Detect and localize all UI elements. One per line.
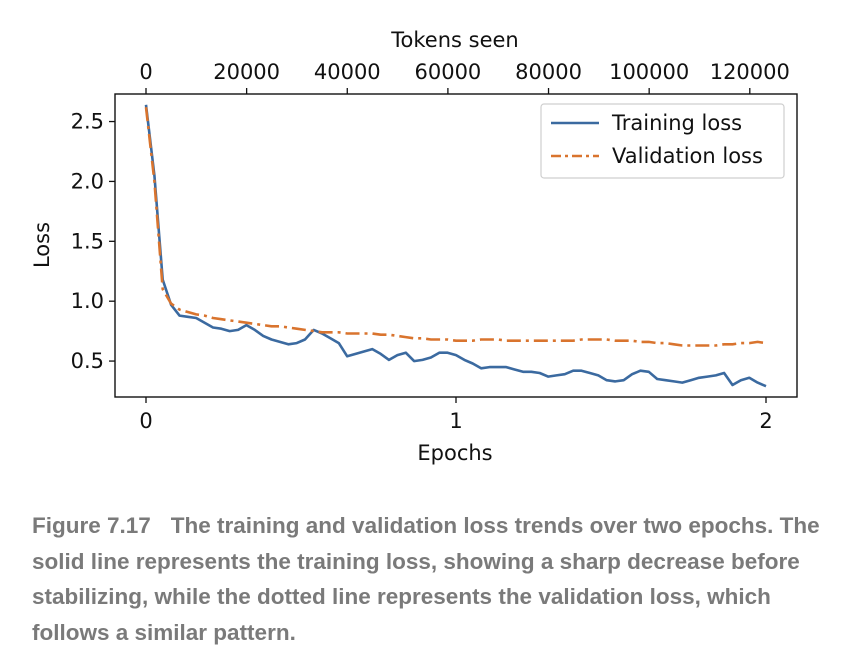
top-x-tick-label: 100000 bbox=[609, 60, 689, 84]
x-axis-label: Epochs bbox=[417, 441, 492, 465]
y-tick-label: 1.0 bbox=[71, 289, 104, 313]
x-tick-label: 2 bbox=[759, 409, 772, 433]
top-x-tick-label: 60000 bbox=[414, 60, 481, 84]
y-axis-label: Loss bbox=[30, 222, 54, 268]
x-tick-label: 1 bbox=[449, 409, 462, 433]
y-axis-ticks: 0.5 1.0 1.5 2.0 2.5 bbox=[71, 110, 115, 373]
y-tick-label: 1.5 bbox=[71, 229, 104, 253]
top-x-tick-label: 120000 bbox=[710, 60, 790, 84]
top-x-tick-label: 80000 bbox=[515, 60, 582, 84]
top-x-tick-label: 0 bbox=[139, 60, 152, 84]
top-axis-label: Tokens seen bbox=[390, 28, 518, 52]
series-line-0 bbox=[144, 104, 767, 388]
top-x-tick-label: 40000 bbox=[314, 60, 381, 84]
legend-label-validation: Validation loss bbox=[612, 144, 763, 168]
series-line-1 bbox=[144, 107, 767, 347]
legend: Training loss Validation loss bbox=[540, 103, 785, 179]
loss-chart: 0 1 2 0.5 1.0 1.5 2.0 2.5 0 20000 40000 60000 8000… bbox=[30, 28, 798, 465]
legend-frame bbox=[540, 103, 785, 179]
figure-caption-text: The training and validation loss trends … bbox=[32, 513, 820, 645]
legend-label-training: Training loss bbox=[611, 111, 742, 135]
y-tick-label: 0.5 bbox=[71, 349, 104, 373]
figure-caption-label: Figure 7.17 bbox=[32, 513, 151, 538]
y-tick-label: 2.0 bbox=[71, 169, 104, 193]
y-tick-label: 2.5 bbox=[71, 110, 104, 134]
figure-caption: Figure 7.17 The training and validation l… bbox=[32, 508, 832, 650]
x-axis-ticks: 0 1 2 bbox=[139, 397, 773, 433]
top-x-axis-ticks: 0 20000 40000 60000 80000 100000 120000 bbox=[139, 60, 790, 94]
top-x-tick-label: 20000 bbox=[213, 60, 280, 84]
x-tick-label: 0 bbox=[139, 409, 152, 433]
